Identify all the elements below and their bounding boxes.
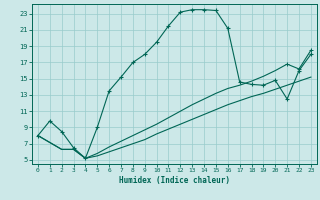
X-axis label: Humidex (Indice chaleur): Humidex (Indice chaleur) <box>119 176 230 185</box>
